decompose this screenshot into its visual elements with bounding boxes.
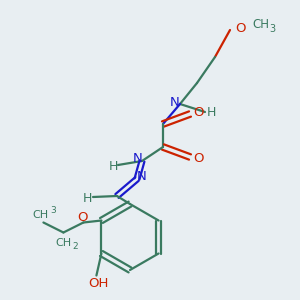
Text: N: N (137, 170, 147, 184)
Text: O: O (193, 152, 203, 166)
Text: 3: 3 (50, 206, 56, 215)
Text: O: O (193, 106, 203, 118)
Text: O: O (235, 22, 245, 34)
Text: N: N (133, 152, 143, 166)
Text: CH: CH (252, 19, 269, 32)
Text: CH: CH (56, 238, 71, 248)
Text: 2: 2 (73, 242, 78, 251)
Text: H: H (82, 191, 92, 205)
Text: H: H (108, 160, 118, 172)
Text: 3: 3 (269, 24, 275, 34)
Text: N: N (170, 95, 180, 109)
Text: CH: CH (32, 209, 49, 220)
Text: O: O (77, 211, 88, 224)
Text: H: H (206, 106, 216, 119)
Text: OH: OH (88, 277, 109, 290)
